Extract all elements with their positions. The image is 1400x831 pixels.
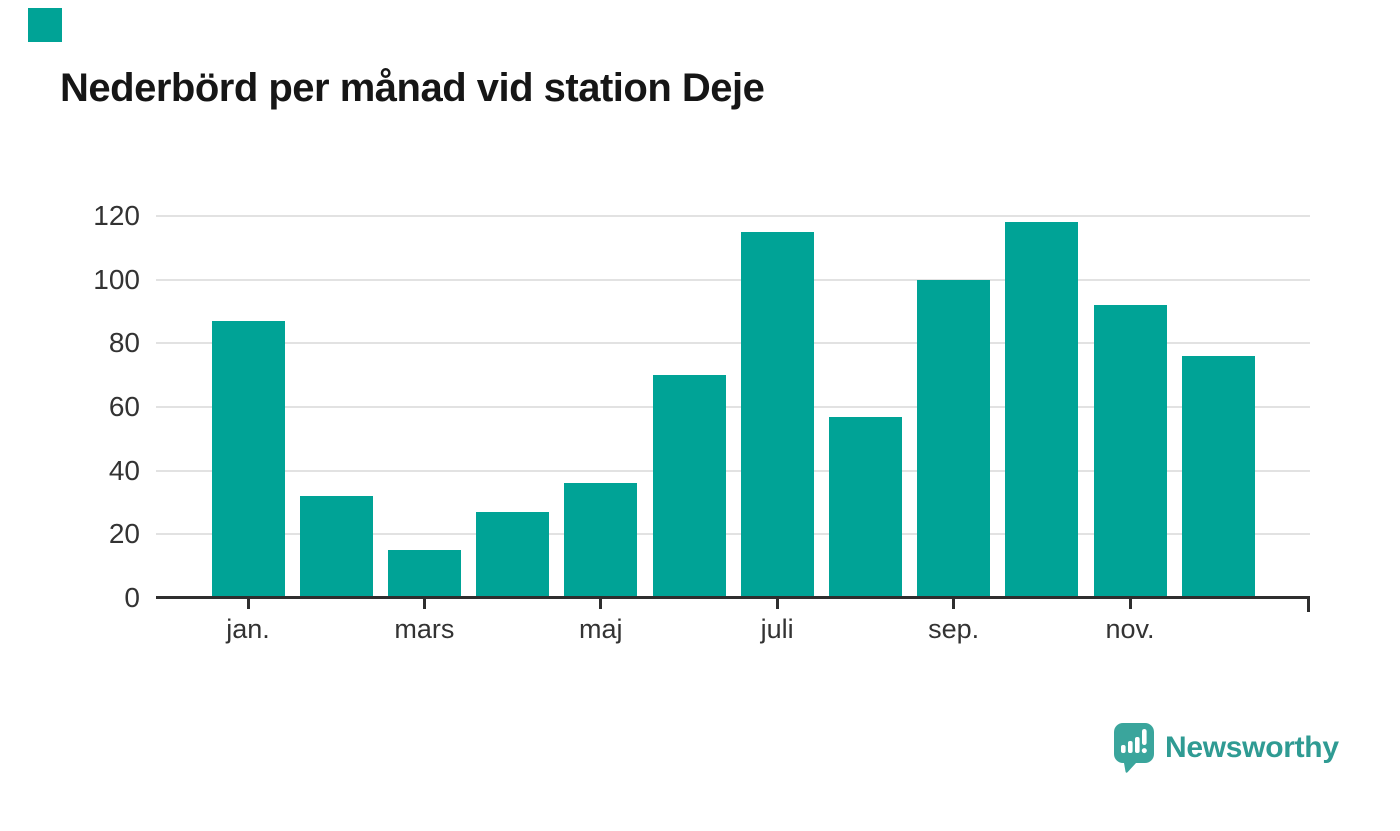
bar-juni [652, 375, 726, 598]
y-tick-label: 20 [108, 518, 140, 550]
x-tick-label: sep. [928, 614, 980, 644]
speech-bubble-bar-chart-icon [1114, 723, 1154, 773]
x-axis-tick [599, 599, 603, 609]
x-axis-line [156, 596, 1310, 599]
newsworthy-wordmark: Newsworthy [1165, 731, 1339, 764]
x-axis-tick [952, 599, 956, 609]
gridline [156, 533, 1310, 536]
gridline [156, 278, 1310, 281]
gridline [156, 215, 1310, 217]
y-tick-label: 80 [108, 327, 140, 359]
x-tick-label: nov. [1105, 614, 1155, 644]
x-axis-tick [246, 599, 250, 609]
bar-okt. [1005, 222, 1079, 598]
bar-mars [387, 550, 461, 598]
y-tick-label: 40 [108, 454, 140, 486]
bar-feb. [299, 496, 373, 598]
y-tick-label: 100 [93, 263, 140, 295]
x-tick-label: mars [394, 614, 455, 644]
x-tick-label: maj [579, 614, 623, 644]
x-axis-tick [422, 599, 426, 609]
gridline [156, 406, 1310, 408]
chart-title: Nederbörd per månad vid station Deje [60, 66, 765, 110]
gridline [156, 342, 1310, 345]
gridline [156, 469, 1310, 472]
bar-maj [564, 483, 638, 598]
newsworthy-logo: Newsworthy [1114, 722, 1339, 774]
y-tick-label: 120 [93, 200, 140, 231]
bar-aug. [828, 416, 902, 598]
category-color-swatch [28, 8, 62, 42]
bar-juli [740, 231, 814, 598]
bar-sep. [917, 279, 991, 598]
y-tick-label: 60 [108, 391, 140, 422]
bar-dec. [1181, 356, 1255, 598]
bar-apr. [476, 512, 550, 598]
bar-nov. [1093, 305, 1167, 598]
x-tick-label: jan. [226, 614, 270, 644]
bar-jan. [211, 321, 285, 598]
x-axis-end-tick [1307, 599, 1310, 612]
x-axis-tick [775, 599, 779, 609]
x-tick-label: juli [760, 614, 794, 644]
x-axis-tick [1128, 599, 1132, 609]
y-tick-label: 0 [124, 582, 140, 613]
